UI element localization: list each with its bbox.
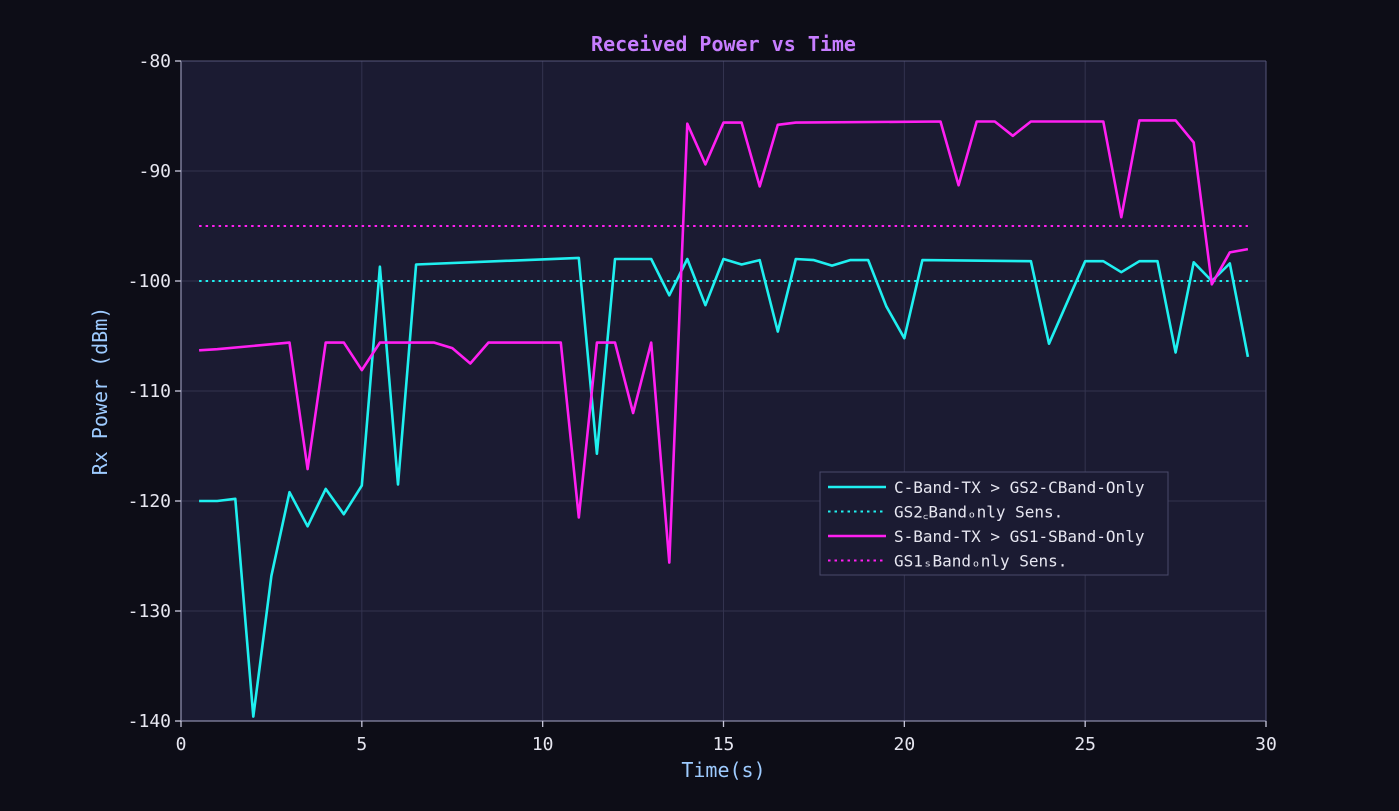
legend-box [819,471,1169,576]
y-tick-label: -80 [138,51,171,72]
chart-title: Received Power vs Time [591,32,856,56]
x-tick-label: 0 [176,734,187,755]
legend-label-c-band-tx-gs2-cband-only: C-Band-TX > GS2-CBand-Only [894,478,1145,497]
y-tick-label: -140 [128,711,171,732]
x-tick-label: 15 [713,734,735,755]
y-tick-label: -130 [128,601,171,622]
legend-label-gs1-band-nly-sens: GS1ₛBandₒnly Sens. [894,552,1067,571]
x-axis-label: Time(s) [681,758,765,782]
y-tick-label: -110 [128,381,171,402]
legend-label-s-band-tx-gs1-sband-only: S-Band-TX > GS1-SBand-Only [894,527,1145,546]
x-tick-label: 5 [356,734,367,755]
series-line-c-band-tx-gs2-cband-only [199,256,1250,718]
series-line-s-band-tx-gs1-sband-only [199,119,1249,564]
y-tick-label: -90 [138,161,171,182]
series-layer [199,119,1250,718]
legend-label-gs2-band-nly-sens: GS2꜀Bandₒnly Sens. [894,503,1063,522]
x-tick-label: 30 [1255,734,1277,755]
y-tick-label: -120 [128,491,171,512]
x-tick-label: 20 [893,734,915,755]
legend: C-Band-TX > GS2-CBand-Only GS2꜀Bandₒnly S… [819,471,1169,576]
x-tick-label: 10 [532,734,554,755]
y-tick-label: -100 [128,271,171,292]
x-tick-label: 25 [1074,734,1096,755]
y-axis-label: Rx Power (dBm) [88,307,112,476]
ticks: 0 5 10 15 20 25 30 -140 -130 -120 -110 -100 -90 -80 [128,51,1277,755]
